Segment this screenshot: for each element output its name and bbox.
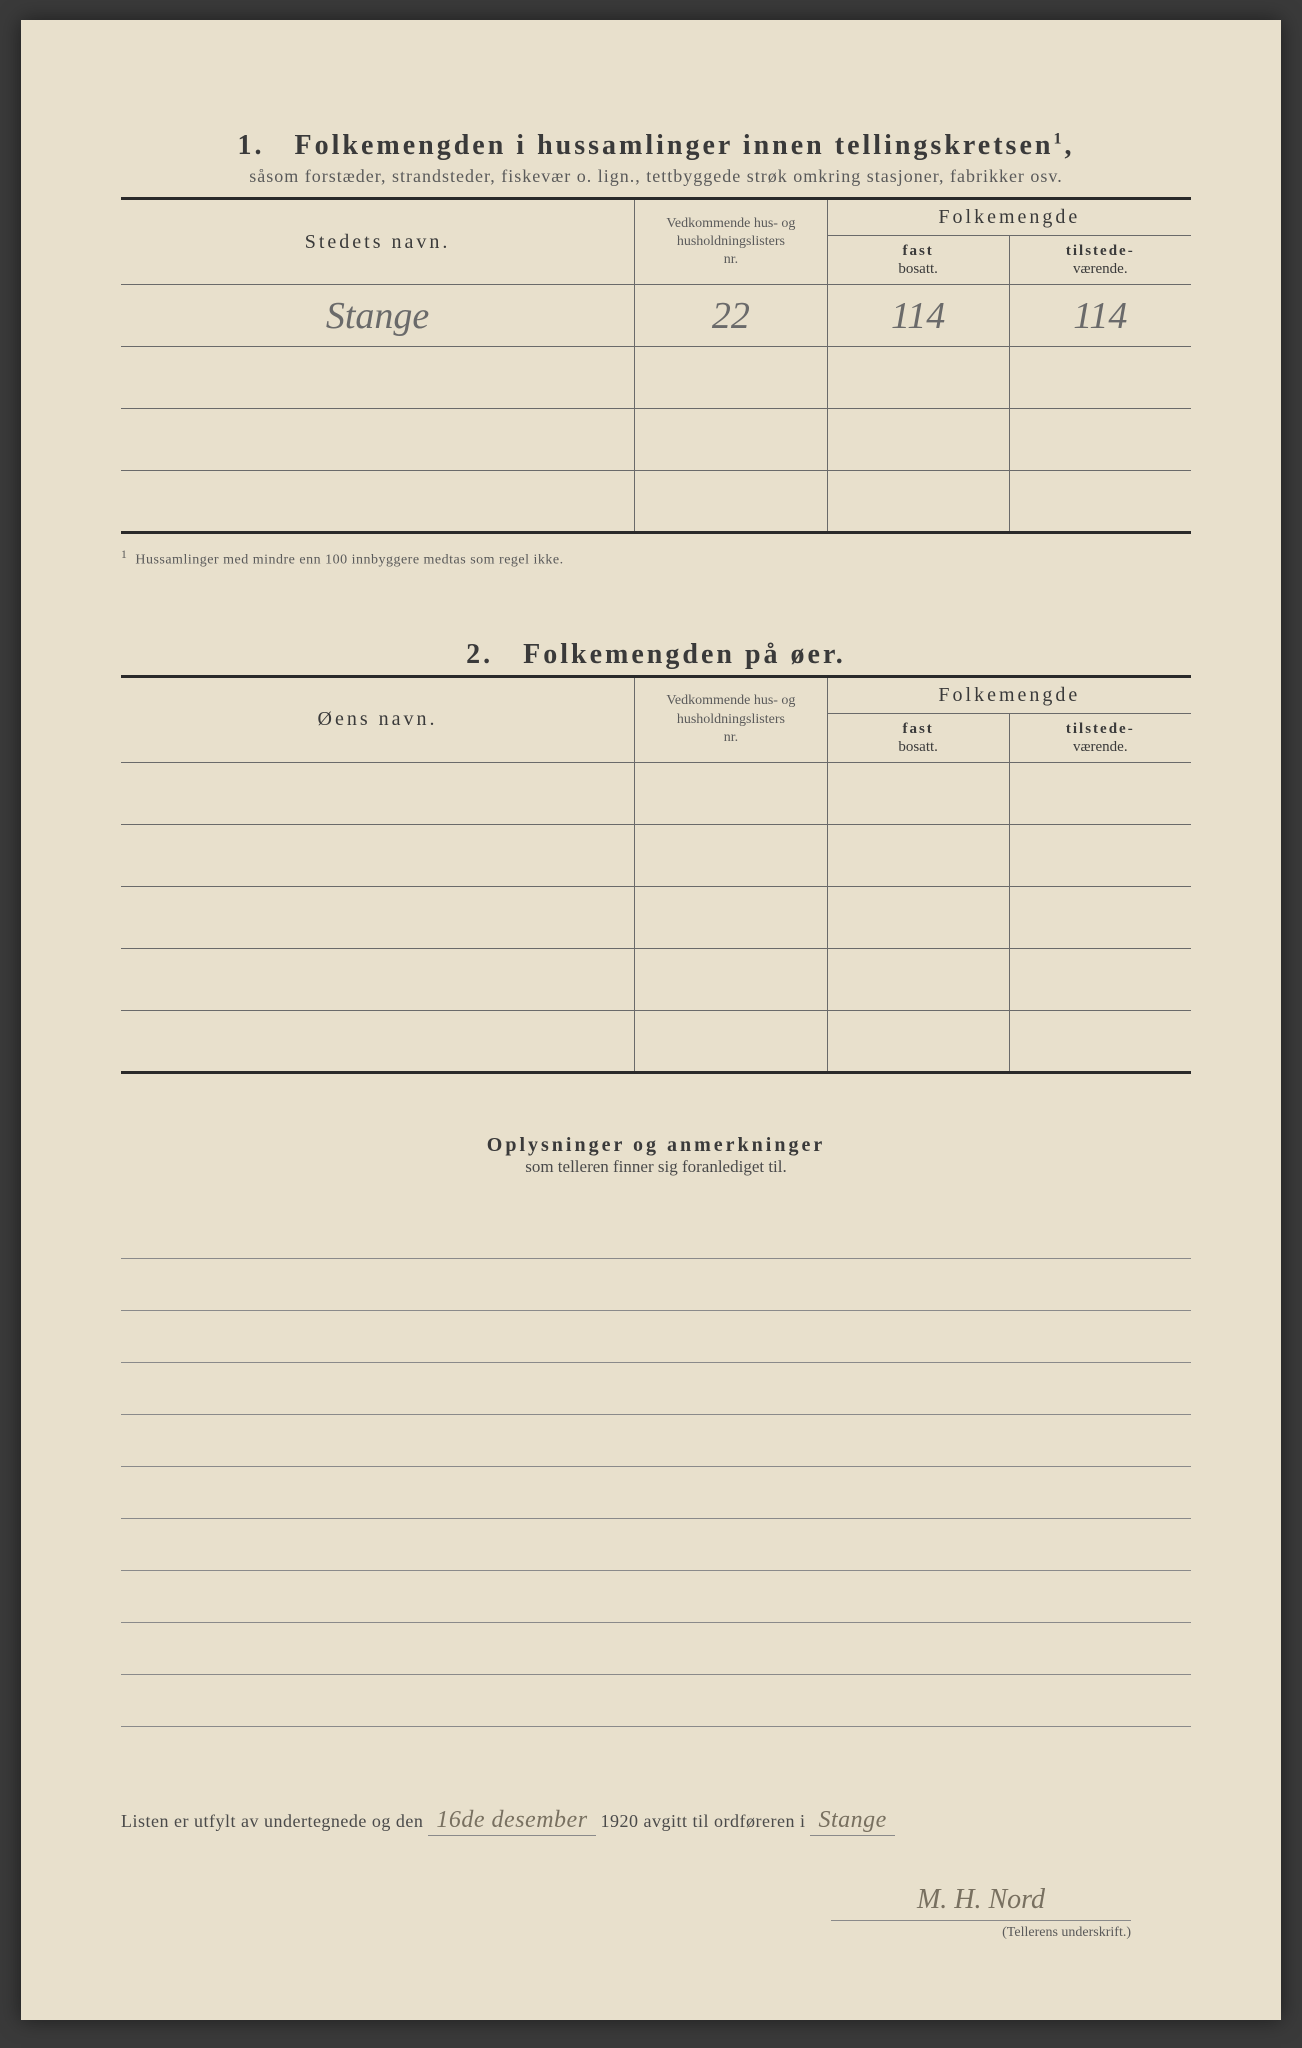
- cell-nr: [635, 471, 828, 533]
- notes-lines: [121, 1207, 1191, 1727]
- table-row: [121, 762, 1191, 824]
- col-fast: fast bosatt.: [827, 236, 1009, 285]
- col-nr-2: Vedkommende hus- og husholdningslisters …: [635, 676, 828, 762]
- col-folkemengde-2: Folkemengde: [827, 676, 1191, 713]
- cell-nr: [635, 948, 828, 1010]
- col-tilstede: tilstede- værende.: [1009, 236, 1191, 285]
- cell-fast: [827, 886, 1009, 948]
- cell-til: 114: [1009, 285, 1191, 347]
- section1-sup: 1: [1053, 131, 1064, 148]
- section1-subtitle: såsom forstæder, strandsteder, fiskevær …: [121, 166, 1191, 187]
- cell-name: Stange: [121, 285, 635, 347]
- signature-block: M. H. Nord (Tellerens underskrift.): [121, 1884, 1191, 1941]
- ruled-line: [121, 1363, 1191, 1415]
- ruled-line: [121, 1519, 1191, 1571]
- section2: 2. Folkemengden på øer. Øens navn. Vedko…: [121, 639, 1191, 1074]
- table-row: [121, 1010, 1191, 1072]
- signature-label: (Tellerens underskrift.): [121, 1925, 1131, 1941]
- cell-nr: [635, 1010, 828, 1072]
- cell-til: [1009, 948, 1191, 1010]
- cell-name: [121, 824, 635, 886]
- col-fast-2: fast bosatt.: [827, 713, 1009, 762]
- section3-title: Oplysninger og anmerkninger: [121, 1134, 1191, 1157]
- ruled-line: [121, 1259, 1191, 1311]
- cell-name: [121, 948, 635, 1010]
- table-row: [121, 347, 1191, 409]
- cell-nr: [635, 409, 828, 471]
- cell-til: [1009, 824, 1191, 886]
- table-row: [121, 409, 1191, 471]
- table-row: Stange22114114: [121, 285, 1191, 347]
- cell-name: [121, 347, 635, 409]
- cell-fast: [827, 824, 1009, 886]
- cell-nr: 22: [635, 285, 828, 347]
- cell-name: [121, 886, 635, 948]
- cell-fast: 114: [827, 285, 1009, 347]
- cell-name: [121, 409, 635, 471]
- table-row: [121, 824, 1191, 886]
- col-oens-navn: Øens navn.: [121, 676, 635, 762]
- table-row: [121, 471, 1191, 533]
- cell-nr: [635, 762, 828, 824]
- census-form-page: 1. Folkemengden i hussamlinger innen tel…: [21, 20, 1281, 2020]
- cell-til: [1009, 471, 1191, 533]
- section1-title: 1. Folkemengden i hussamlinger innen tel…: [121, 130, 1191, 162]
- date-fill: 16de desember: [428, 1807, 595, 1836]
- signature: M. H. Nord: [831, 1884, 1131, 1921]
- cell-name: [121, 471, 635, 533]
- cell-til: [1009, 409, 1191, 471]
- cell-til: [1009, 1010, 1191, 1072]
- ruled-line: [121, 1207, 1191, 1259]
- cell-name: [121, 762, 635, 824]
- cell-name: [121, 1010, 635, 1072]
- footer-line: Listen er utfylt av undertegnede og den …: [121, 1807, 1191, 1834]
- col-folkemengde: Folkemengde: [827, 199, 1191, 236]
- place-fill: Stange: [810, 1807, 894, 1836]
- section2-tbody: [121, 762, 1191, 1072]
- col-stedets-navn: Stedets navn.: [121, 199, 635, 285]
- ruled-line: [121, 1623, 1191, 1675]
- col-tilstede-2: tilstede- værende.: [1009, 713, 1191, 762]
- section1-title-text: Folkemengden i hussamlinger innen tellin…: [295, 130, 1054, 161]
- cell-nr: [635, 347, 828, 409]
- cell-fast: [827, 948, 1009, 1010]
- section2-title: 2. Folkemengden på øer.: [121, 639, 1191, 671]
- section1-table: Stedets navn. Vedkommende hus- og hushol…: [121, 197, 1191, 534]
- table-row: [121, 886, 1191, 948]
- cell-fast: [827, 409, 1009, 471]
- ruled-line: [121, 1311, 1191, 1363]
- cell-til: [1009, 886, 1191, 948]
- section1-footnote: 1 Hussamlinger med mindre enn 100 innbyg…: [121, 548, 1191, 569]
- ruled-line: [121, 1467, 1191, 1519]
- cell-til: [1009, 347, 1191, 409]
- ruled-line: [121, 1571, 1191, 1623]
- cell-fast: [827, 471, 1009, 533]
- section1-tbody: Stange22114114: [121, 285, 1191, 533]
- section2-table: Øens navn. Vedkommende hus- og husholdni…: [121, 675, 1191, 1074]
- cell-fast: [827, 1010, 1009, 1072]
- cell-fast: [827, 762, 1009, 824]
- table-row: [121, 948, 1191, 1010]
- cell-nr: [635, 886, 828, 948]
- section1-number: 1.: [238, 130, 265, 161]
- cell-fast: [827, 347, 1009, 409]
- ruled-line: [121, 1675, 1191, 1727]
- section3-subtitle: som telleren finner sig foranlediget til…: [121, 1157, 1191, 1177]
- cell-til: [1009, 762, 1191, 824]
- ruled-line: [121, 1415, 1191, 1467]
- col-nr: Vedkommende hus- og husholdningslisters …: [635, 199, 828, 285]
- cell-nr: [635, 824, 828, 886]
